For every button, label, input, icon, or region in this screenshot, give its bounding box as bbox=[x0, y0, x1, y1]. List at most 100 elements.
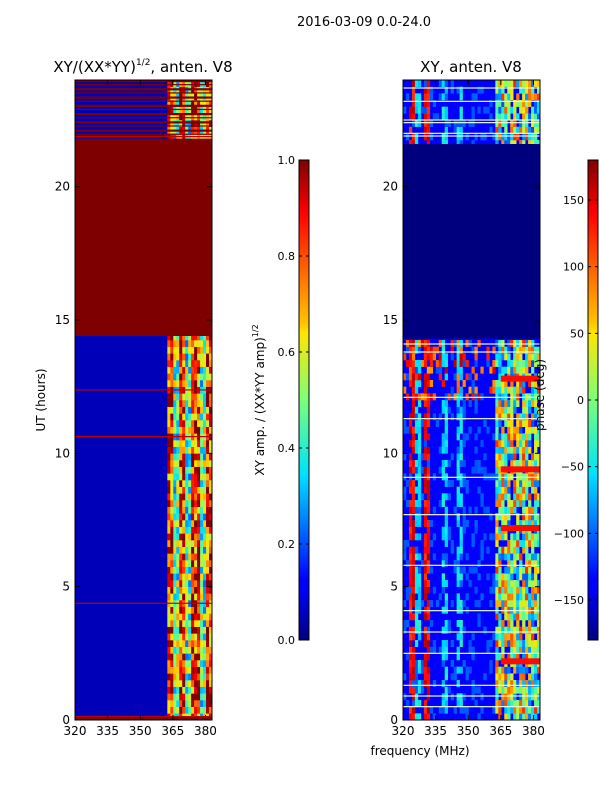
right-heatmap-cell bbox=[444, 113, 448, 121]
right-heatmap-cell bbox=[423, 420, 428, 427]
left-heatmap-cell bbox=[194, 100, 198, 107]
left-heatmap-cell bbox=[209, 646, 212, 654]
right-heatmap-cell bbox=[417, 106, 422, 114]
left-heatmap-cell bbox=[203, 440, 207, 447]
right-heatmap-cell bbox=[423, 106, 428, 114]
right-colorbar-tick-label: −50 bbox=[561, 461, 584, 474]
right-heatmap-cell bbox=[528, 433, 532, 441]
left-heatmap-cell bbox=[200, 620, 204, 627]
right-heatmap-cell bbox=[417, 113, 422, 121]
left-heatmap-cell bbox=[197, 533, 201, 541]
right-heatmap-cell bbox=[420, 660, 425, 667]
right-heatmap-cell bbox=[444, 686, 448, 694]
right-heatmap-cell bbox=[534, 433, 538, 441]
left-heatmap-cell bbox=[182, 606, 186, 614]
right-heatmap-cell bbox=[525, 580, 529, 587]
left-heatmap-cell bbox=[191, 506, 195, 514]
right-heatmap-cell bbox=[510, 133, 514, 141]
right-heatmap-cell bbox=[534, 553, 538, 561]
left-heatmap-cell bbox=[173, 360, 177, 367]
right-heatmap-cell bbox=[528, 480, 532, 487]
left-heatmap-cell bbox=[182, 620, 186, 627]
right-heatmap-cell bbox=[423, 553, 428, 561]
right-heatmap-cell bbox=[405, 426, 410, 434]
left-heatmap-cell bbox=[209, 346, 212, 354]
left-heatmap-cell bbox=[197, 500, 201, 507]
right-heatmap-red-streak bbox=[500, 375, 540, 382]
right-heatmap-cell bbox=[510, 126, 514, 134]
right-heatmap-cell bbox=[510, 80, 514, 87]
right-heatmap-cell bbox=[417, 593, 422, 601]
right-heatmap-cell bbox=[411, 86, 416, 94]
right-heatmap-cell bbox=[429, 360, 434, 367]
right-heatmap-cell bbox=[486, 573, 490, 581]
left-heatmap-cell bbox=[209, 546, 212, 554]
left-heatmap-cell bbox=[176, 473, 180, 481]
right-heatmap-cell bbox=[519, 633, 523, 641]
right-heatmap-cell bbox=[471, 386, 475, 394]
right-heatmap-cell bbox=[519, 493, 523, 501]
right-heatmap-cell bbox=[459, 413, 463, 421]
left-heatmap-cell bbox=[173, 573, 177, 581]
left-colorbar-ticks: 0.00.20.40.60.81.0 bbox=[278, 154, 309, 647]
right-heatmap-cell bbox=[531, 513, 535, 521]
right-heatmap-cell bbox=[519, 120, 523, 127]
right-heatmap-cell bbox=[426, 453, 431, 461]
right-heatmap-cell bbox=[495, 513, 499, 521]
right-heatmap-cell bbox=[516, 433, 520, 441]
left-heatmap-cell bbox=[176, 686, 180, 694]
left-heatmap-cell bbox=[182, 693, 186, 701]
right-heatmap-cell bbox=[426, 93, 431, 101]
left-heatmap-cell bbox=[188, 700, 192, 707]
left-heatmap-cell bbox=[191, 486, 195, 494]
left-heatmap-cell bbox=[191, 700, 195, 707]
right-heatmap-cell bbox=[459, 553, 463, 561]
left-y-tick-label: 5 bbox=[62, 580, 70, 594]
left-heatmap-cell bbox=[200, 453, 204, 461]
right-heatmap-cell bbox=[411, 373, 416, 381]
left-heatmap-cell bbox=[188, 480, 192, 487]
right-heatmap-cell bbox=[477, 486, 481, 494]
right-heatmap-cell bbox=[519, 366, 523, 374]
right-heatmap-cell bbox=[441, 626, 445, 634]
left-heatmap-cell bbox=[200, 606, 204, 614]
left-heatmap-cell bbox=[197, 686, 201, 694]
right-heatmap-cell bbox=[450, 673, 454, 681]
left-heatmap-cell bbox=[209, 446, 212, 454]
left-heatmap-cell bbox=[194, 673, 198, 681]
right-heatmap-cell bbox=[519, 640, 523, 647]
left-heatmap-cell bbox=[209, 606, 212, 614]
right-heatmap-cell bbox=[438, 353, 443, 361]
left-heatmap-cell bbox=[197, 453, 201, 461]
right-heatmap-cell bbox=[531, 460, 535, 467]
left-heatmap-cell bbox=[197, 640, 201, 647]
right-heatmap-cell bbox=[417, 600, 422, 607]
left-heatmap-cell bbox=[209, 400, 212, 407]
left-panel: XY/(XX*YY)1/2, anten. V8 320 335 350 365 380… bbox=[34, 58, 233, 738]
left-heatmap-cell bbox=[185, 526, 189, 534]
right-heatmap-cell bbox=[534, 493, 538, 501]
left-heatmap-cell bbox=[203, 120, 207, 127]
left-heatmap-cell bbox=[209, 586, 212, 594]
right-heatmap-cell bbox=[504, 573, 508, 581]
left-heatmap-cell bbox=[170, 680, 174, 687]
left-heatmap-cell bbox=[182, 100, 186, 107]
left-heatmap-cell bbox=[203, 666, 207, 674]
left-heatmap-cell bbox=[167, 120, 171, 127]
right-heatmap-cell bbox=[531, 380, 535, 387]
left-heatmap-cell bbox=[194, 593, 198, 601]
left-heatmap-cell bbox=[203, 540, 207, 547]
left-heatmap-cell bbox=[191, 413, 195, 421]
right-heatmap-cell bbox=[507, 546, 511, 554]
right-heatmap-cell bbox=[423, 653, 428, 661]
right-heatmap-cell bbox=[417, 580, 422, 587]
right-heatmap-cell bbox=[441, 406, 445, 414]
right-heatmap-cell bbox=[513, 140, 517, 147]
right-heatmap-cell bbox=[438, 593, 443, 601]
right-heatmap-cell bbox=[528, 380, 532, 387]
right-heatmap-cell bbox=[531, 693, 535, 701]
right-heatmap-cell bbox=[531, 706, 535, 714]
left-heatmap-cell bbox=[176, 553, 180, 561]
right-heatmap-cell bbox=[516, 413, 520, 421]
